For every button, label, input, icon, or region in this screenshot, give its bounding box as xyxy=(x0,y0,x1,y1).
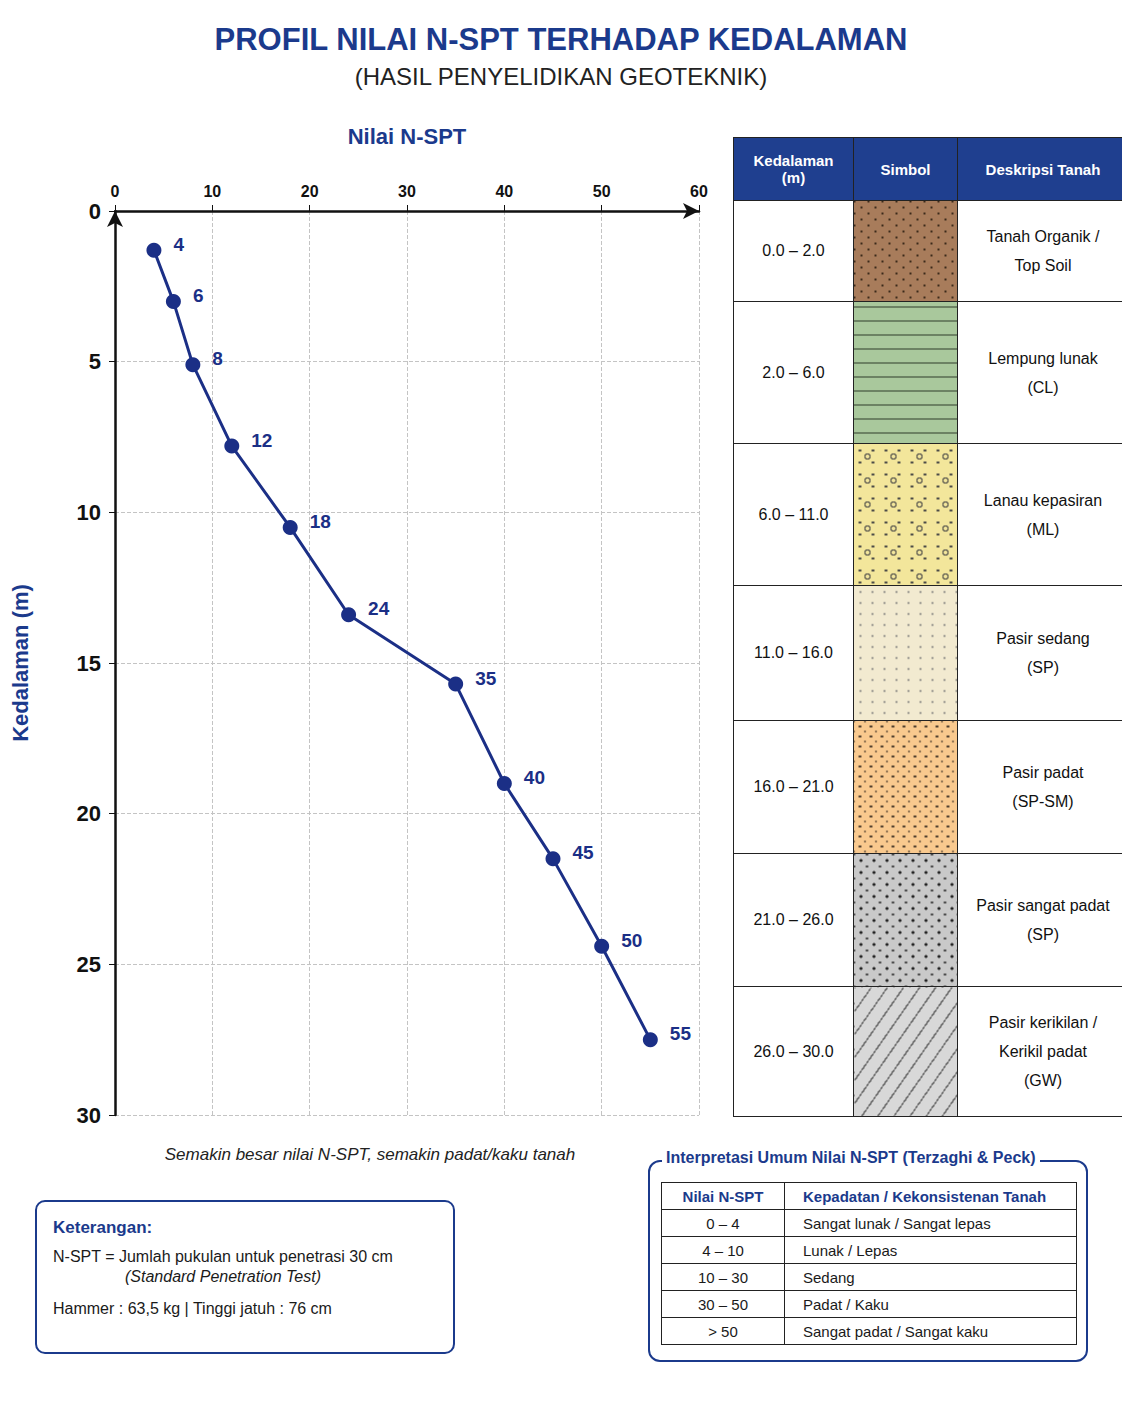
svg-text:5: 5 xyxy=(89,349,101,374)
html-text:Sedang: Sedang xyxy=(803,1268,855,1286)
html-text:Semakin besar nilai N-SPT, sem: Semakin besar nilai N-SPT, semakin padat… xyxy=(164,1145,576,1164)
svg-text:Nilai N-SPT: Nilai N-SPT xyxy=(348,124,467,149)
html-text:10 – 30: 10 – 30 xyxy=(698,1268,748,1286)
html-text:Keterangan:: Keterangan: xyxy=(53,1218,153,1237)
html-text:Tanah Organik /: Tanah Organik / xyxy=(986,228,1100,245)
html-text:> 50: > 50 xyxy=(708,1322,738,1340)
html-text:(ML): (ML) xyxy=(1026,520,1060,538)
svg-text:25: 25 xyxy=(77,952,101,977)
svg-text:60: 60 xyxy=(690,183,708,200)
html-text:Lunak / Lepas: Lunak / Lepas xyxy=(803,1241,898,1259)
svg-text:40: 40 xyxy=(495,183,513,200)
html-text:(SP-SM): (SP-SM) xyxy=(1012,793,1074,810)
html-text:Hammer : 63,5 kg | Tinggi jatu: Hammer : 63,5 kg | Tinggi jatuh : 76 cm xyxy=(53,1300,332,1317)
svg-text:12: 12 xyxy=(251,430,272,451)
html-text:Pasir sangat padat: Pasir sangat padat xyxy=(976,897,1110,914)
svg-text:15: 15 xyxy=(77,651,101,676)
html-text:26.0 – 30.0: 26.0 – 30.0 xyxy=(753,1042,834,1060)
html-text:11.0 – 16.0: 11.0 – 16.0 xyxy=(754,644,833,661)
html-text:4 – 10: 4 – 10 xyxy=(702,1241,744,1259)
svg-text:4: 4 xyxy=(173,234,184,255)
svg-text:0: 0 xyxy=(89,199,101,224)
html-text:Pasir sedang: Pasir sedang xyxy=(996,630,1090,647)
html-text:(CL): (CL) xyxy=(1027,378,1059,396)
svg-text:50: 50 xyxy=(593,183,611,200)
html-text:Kepadatan / Kekonsistenan Tana: Kepadatan / Kekonsistenan Tanah xyxy=(803,1187,1047,1205)
svg-text:20: 20 xyxy=(301,183,319,200)
html-text:Nilai N-SPT: Nilai N-SPT xyxy=(682,1187,764,1205)
html-text:6.0 – 11.0: 6.0 – 11.0 xyxy=(758,505,829,523)
svg-text:Kedalaman (m): Kedalaman (m) xyxy=(8,584,33,742)
html-text:0.0 – 2.0: 0.0 – 2.0 xyxy=(762,242,825,259)
html-text:Deskripsi Tanah: Deskripsi Tanah xyxy=(985,160,1101,178)
html-text:Kerikil padat: Kerikil padat xyxy=(999,1043,1087,1060)
svg-text:35: 35 xyxy=(475,668,497,689)
html-text:N-SPT = Jumlah pukulan untuk p: N-SPT = Jumlah pukulan untuk penetrasi 3… xyxy=(53,1248,393,1265)
html-text:30 – 50: 30 – 50 xyxy=(698,1295,748,1313)
svg-text:24: 24 xyxy=(368,598,390,619)
svg-text:30: 30 xyxy=(77,1103,101,1128)
html-text:(SP): (SP) xyxy=(1027,926,1059,943)
svg-text:8: 8 xyxy=(212,348,223,369)
html-text:Sangat padat / Sangat kaku: Sangat padat / Sangat kaku xyxy=(803,1322,989,1340)
html-text:Lanau kepasiran: Lanau kepasiran xyxy=(983,491,1103,509)
html-text:Kedalaman (m): Kedalaman (m) xyxy=(753,152,834,186)
svg-text:55: 55 xyxy=(670,1023,692,1044)
svg-text:18: 18 xyxy=(310,511,331,532)
html-text:(Standard Penetration Test): (Standard Penetration Test) xyxy=(125,1268,321,1285)
svg-text:40: 40 xyxy=(524,767,545,788)
html-text:2.0 – 6.0: 2.0 – 6.0 xyxy=(762,363,825,381)
html-text:21.0 – 26.0: 21.0 – 26.0 xyxy=(753,911,834,928)
html-text:(GW): (GW) xyxy=(1023,1072,1063,1089)
html-text:Padat / Kaku: Padat / Kaku xyxy=(803,1295,889,1313)
svg-text:50: 50 xyxy=(621,930,642,951)
svg-text:30: 30 xyxy=(398,183,416,200)
html-text:(HASIL PENYELIDIKAN GEOTEKNIK): (HASIL PENYELIDIKAN GEOTEKNIK) xyxy=(354,63,768,90)
html-text:Lempung lunak: Lempung lunak xyxy=(988,349,1098,367)
html-text:Pasir kerikilan /: Pasir kerikilan / xyxy=(988,1014,1098,1031)
svg-text:10: 10 xyxy=(77,500,101,525)
html-text:(SP): (SP) xyxy=(1027,659,1059,676)
html-text:Pasir padat: Pasir padat xyxy=(1002,764,1084,781)
svg-text:0: 0 xyxy=(111,183,120,200)
html-text:Interpretasi Umum Nilai N-SPT: Interpretasi Umum Nilai N-SPT (Terzaghi … xyxy=(666,1149,1036,1166)
svg-text:45: 45 xyxy=(573,842,595,863)
svg-text:10: 10 xyxy=(203,183,221,200)
svg-text:20: 20 xyxy=(77,801,101,826)
svg-text:6: 6 xyxy=(193,285,204,306)
html-text:PROFIL NILAI N-SPT TERHADAP KE: PROFIL NILAI N-SPT TERHADAP KEDALAMAN xyxy=(214,22,908,57)
html-text:16.0 – 21.0: 16.0 – 21.0 xyxy=(753,778,834,795)
html-text:Simbol: Simbol xyxy=(880,160,931,178)
html-text:0 – 4: 0 – 4 xyxy=(706,1214,740,1232)
html-text:Top Soil: Top Soil xyxy=(1014,257,1072,274)
html-text:Sangat lunak / Sangat lepas: Sangat lunak / Sangat lepas xyxy=(803,1214,991,1232)
